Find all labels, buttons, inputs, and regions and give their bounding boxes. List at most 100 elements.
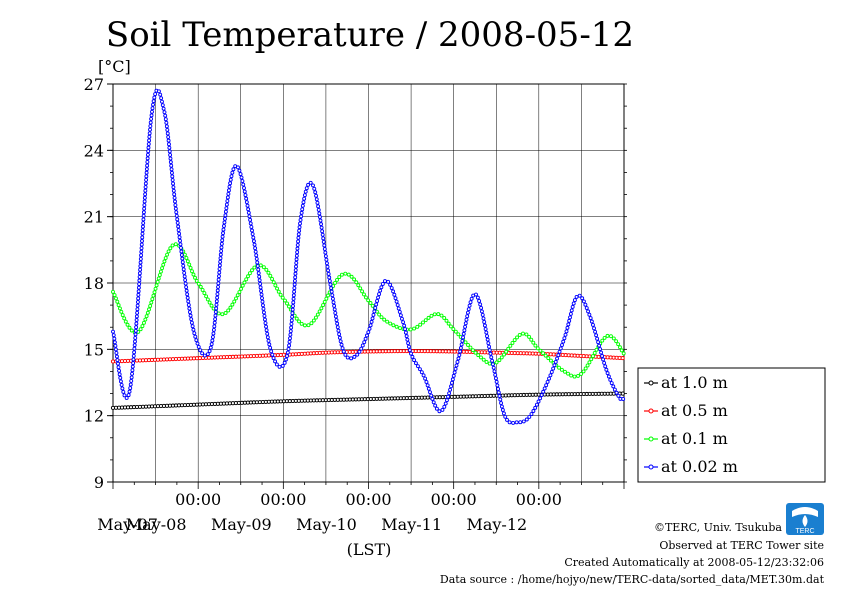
series-marker-3 bbox=[187, 262, 192, 267]
series-marker-4 bbox=[182, 270, 187, 275]
series-marker-3 bbox=[479, 355, 483, 360]
series-marker-4 bbox=[557, 349, 562, 354]
series-marker-4 bbox=[139, 242, 144, 247]
series-marker-4 bbox=[371, 312, 376, 317]
series-marker-4 bbox=[148, 120, 153, 125]
series-marker-4 bbox=[119, 382, 124, 387]
series-marker-4 bbox=[139, 246, 144, 251]
series-marker-4 bbox=[463, 321, 468, 326]
series-marker-4 bbox=[316, 207, 321, 212]
y-tick-label: 27 bbox=[84, 75, 104, 94]
series-marker-4 bbox=[293, 271, 298, 276]
series-marker-3 bbox=[280, 295, 285, 300]
series-marker-4 bbox=[262, 314, 267, 318]
series-marker-4 bbox=[139, 249, 144, 254]
series-marker-3 bbox=[149, 300, 154, 305]
series-marker-4 bbox=[367, 326, 372, 331]
series-marker-4 bbox=[174, 210, 179, 215]
series-marker-4 bbox=[369, 319, 374, 324]
series-marker-4 bbox=[268, 345, 273, 350]
series-marker-3 bbox=[116, 303, 121, 308]
series-marker-3 bbox=[287, 304, 291, 309]
series-marker-4 bbox=[116, 365, 121, 370]
series-marker-4 bbox=[299, 210, 304, 215]
series-marker-4 bbox=[379, 285, 384, 290]
series-marker-4 bbox=[236, 165, 240, 170]
series-marker-4 bbox=[111, 329, 115, 334]
y-tick-label: 12 bbox=[84, 407, 104, 426]
series-marker-4 bbox=[290, 311, 295, 316]
series-marker-4 bbox=[290, 307, 295, 312]
series-marker-4 bbox=[397, 309, 402, 314]
series-marker-4 bbox=[150, 109, 154, 114]
series-marker-4 bbox=[402, 323, 407, 328]
series-marker-4 bbox=[392, 292, 397, 297]
x-axis: 00:00 May-08 00:00 May-09 00:00 May-10 00:00 Ma… bbox=[97, 482, 625, 534]
series-marker-3 bbox=[538, 348, 543, 353]
terc-logo: TERC bbox=[786, 503, 824, 535]
series-marker-3 bbox=[190, 269, 194, 274]
series-marker-4 bbox=[616, 393, 621, 398]
series-marker-4 bbox=[333, 311, 338, 315]
series-marker-4 bbox=[170, 178, 175, 182]
series-marker-4 bbox=[273, 359, 277, 364]
series-marker-4 bbox=[133, 332, 138, 337]
series-marker-4 bbox=[319, 225, 324, 230]
series-marker-4 bbox=[301, 200, 306, 205]
series-marker-4 bbox=[144, 177, 149, 182]
legend: at 1.0 m at 0.5 m at 0.1 m at 0.02 m bbox=[637, 367, 826, 483]
series-marker-3 bbox=[602, 335, 607, 340]
series-marker-3 bbox=[572, 374, 577, 379]
series-marker-4 bbox=[302, 196, 307, 201]
series-marker-3 bbox=[533, 343, 538, 348]
series-marker-4 bbox=[221, 227, 226, 232]
series-marker-4 bbox=[325, 261, 329, 266]
series-marker-4 bbox=[137, 282, 142, 287]
legend-box bbox=[637, 367, 826, 483]
series-marker-4 bbox=[261, 310, 266, 315]
series-marker-4 bbox=[495, 383, 500, 388]
series-marker-4 bbox=[399, 316, 404, 321]
credit-source: Data source : /home/hojyo/new/TERC-data/… bbox=[440, 573, 825, 586]
series-marker-3 bbox=[161, 262, 166, 267]
series-marker-4 bbox=[577, 293, 582, 298]
series-marker-4 bbox=[294, 257, 299, 262]
series-marker-4 bbox=[290, 314, 295, 319]
series-marker-3 bbox=[470, 348, 475, 353]
x-tick-label-time: 00:00 bbox=[345, 490, 391, 509]
series-marker-4 bbox=[191, 327, 196, 332]
series-marker-4 bbox=[334, 318, 339, 323]
series-marker-4 bbox=[171, 185, 176, 190]
series-marker-4 bbox=[159, 96, 164, 101]
series-marker-4 bbox=[165, 131, 170, 136]
series-marker-4 bbox=[121, 389, 126, 394]
series-marker-4 bbox=[475, 295, 480, 300]
series-marker-4 bbox=[264, 328, 269, 333]
series-marker-4 bbox=[592, 326, 596, 331]
series-marker-3 bbox=[605, 333, 610, 338]
series-marker-4 bbox=[295, 246, 300, 251]
series-marker-4 bbox=[461, 331, 466, 336]
series-marker-4 bbox=[189, 320, 194, 325]
series-marker-4 bbox=[285, 350, 290, 355]
series-marker-4 bbox=[294, 264, 298, 269]
series-marker-4 bbox=[452, 370, 457, 375]
series-marker-4 bbox=[135, 307, 140, 312]
series-marker-4 bbox=[178, 242, 183, 247]
series-marker-4 bbox=[167, 145, 172, 150]
series-marker-4 bbox=[600, 354, 605, 358]
series-marker-4 bbox=[564, 329, 569, 334]
series-marker-4 bbox=[143, 192, 148, 197]
series-marker-4 bbox=[147, 131, 152, 136]
series-marker-4 bbox=[366, 330, 371, 335]
series-marker-4 bbox=[326, 268, 331, 273]
series-marker-3 bbox=[185, 259, 190, 264]
series-marker-3 bbox=[346, 272, 351, 277]
series-marker-4 bbox=[162, 110, 167, 115]
series-marker-4 bbox=[190, 324, 195, 329]
series-marker-4 bbox=[189, 317, 194, 322]
series-marker-3 bbox=[268, 273, 273, 278]
series-marker-3 bbox=[531, 340, 536, 345]
series-marker-4 bbox=[164, 120, 169, 125]
